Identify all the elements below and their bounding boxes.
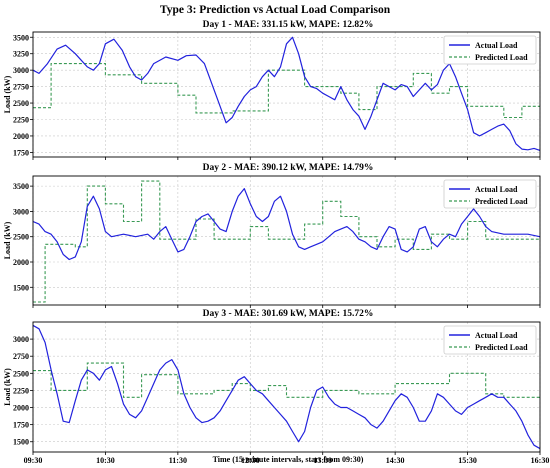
- panel-title: Day 3 - MAE: 301.69 kW, MAPE: 15.72%: [203, 309, 374, 319]
- y-tick-label: 1750: [13, 148, 29, 157]
- y-tick-label: 2250: [13, 386, 29, 395]
- panels: Day 1 - MAE: 331.15 kW, MAPE: 12.82% 1750…: [3, 20, 550, 465]
- y-axis-label: Load (kW): [3, 221, 12, 259]
- x-tick-label: 14:30: [386, 456, 405, 465]
- y-tick-label: 2500: [13, 369, 29, 378]
- y-tick-label: 1500: [13, 438, 29, 447]
- legend-predicted-label: Predicted Load: [475, 53, 528, 62]
- x-tick-label: 09:30: [24, 456, 43, 465]
- legend: Actual Load Predicted Load: [443, 35, 537, 65]
- y-tick-label: 3000: [13, 207, 29, 216]
- y-tick-label: 1500: [13, 283, 29, 292]
- y-tick-label: 2500: [13, 99, 29, 108]
- chart-title: Type 3: Prediction vs Actual Load Compar…: [160, 4, 391, 16]
- y-tick-label: 2750: [13, 352, 29, 361]
- legend-predicted-label: Predicted Load: [475, 343, 528, 352]
- y-tick-label: 3250: [13, 50, 29, 59]
- legend-actual-label: Actual Load: [475, 185, 518, 194]
- predicted-load-line: [33, 63, 540, 119]
- plot-frame: [32, 321, 541, 453]
- y-tick-label: 2750: [13, 83, 29, 92]
- panel-day-2: Day 2 - MAE: 390.12 kW, MAPE: 14.79% 1500…: [3, 163, 541, 308]
- panel-day-3: Day 3 - MAE: 301.69 kW, MAPE: 15.72% 1500…: [3, 309, 550, 465]
- y-tick-label: 2250: [13, 116, 29, 125]
- x-tick-label: 11:30: [169, 456, 187, 465]
- y-tick-label: 3000: [13, 335, 29, 344]
- y-tick-label: 2000: [13, 132, 29, 141]
- legend-actual-label: Actual Load: [475, 41, 518, 50]
- y-tick-label: 2500: [13, 233, 29, 242]
- x-tick-label: 10:30: [96, 456, 115, 465]
- panel-day-1: Day 1 - MAE: 331.15 kW, MAPE: 12.82% 1750…: [3, 20, 541, 160]
- legend: Actual Load Predicted Load: [443, 179, 537, 209]
- y-tick-label: 1750: [13, 421, 29, 430]
- x-tick-label: 12:30: [241, 456, 260, 465]
- y-axis-label: Load (kW): [3, 75, 12, 113]
- actual-load-line: [33, 324, 540, 450]
- x-tick-label: 13:30: [313, 456, 332, 465]
- predicted-load-line: [33, 180, 540, 303]
- x-tick-label: 16:30: [531, 456, 550, 465]
- panel-title: Day 1 - MAE: 331.15 kW, MAPE: 12.82%: [203, 20, 374, 30]
- y-tick-label: 3500: [13, 33, 29, 42]
- actual-load-line: [33, 36, 540, 151]
- plot-frame: [32, 31, 541, 158]
- legend: Actual Load Predicted Load: [443, 325, 537, 355]
- y-tick-label: 3000: [13, 66, 29, 75]
- panel-title: Day 2 - MAE: 390.12 kW, MAPE: 14.79%: [203, 163, 374, 173]
- x-tick-label: 15:30: [458, 456, 477, 465]
- x-axis-label: Time (15-minute intervals, start from 09…: [213, 455, 364, 464]
- y-tick-label: 3500: [13, 182, 29, 191]
- legend-actual-label: Actual Load: [475, 331, 518, 340]
- actual-load-line: [33, 188, 540, 261]
- legend-predicted-label: Predicted Load: [475, 197, 528, 206]
- y-axis-label: Load (kW): [3, 368, 12, 406]
- plot-frame: [32, 175, 541, 306]
- y-tick-label: 2000: [13, 258, 29, 267]
- predicted-load-line: [33, 362, 540, 398]
- y-tick-label: 2000: [13, 404, 29, 413]
